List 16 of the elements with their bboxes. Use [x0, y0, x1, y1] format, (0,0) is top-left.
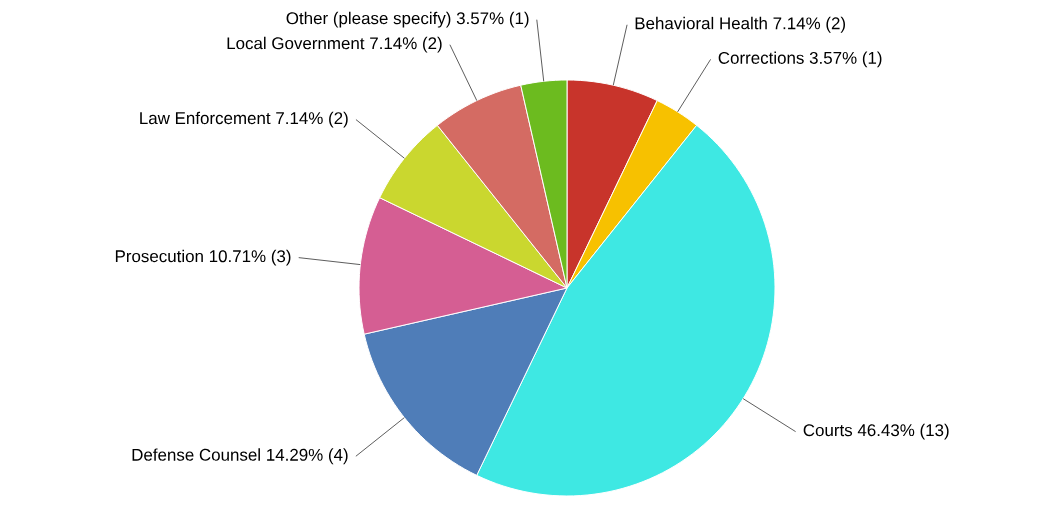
slice-label: Defense Counsel: [132, 448, 260, 461]
data-label: 3.57% (1): [456, 11, 529, 28]
slice-label: Behavioral Health: [635, 16, 767, 30]
data-label: 14.29% (4): [267, 448, 348, 465]
data-label: 7.14% (2): [276, 111, 348, 128]
slice-label: Local Government: [227, 36, 365, 50]
data-label: 7.14% (2): [773, 16, 846, 33]
data-label: 3.57% (1): [809, 51, 882, 68]
slice-label: Courts: [803, 424, 853, 437]
data-label: 10.71% (3): [209, 249, 291, 266]
slice-label: Prosecution: [115, 249, 203, 263]
data-label: 7.14% (2): [370, 36, 442, 53]
data-label: 46.43% (13): [857, 423, 949, 440]
slice-label: Corrections: [718, 51, 804, 64]
slice-label: Law Enforcement: [140, 111, 271, 125]
slice-label: Other (please specify): [286, 11, 451, 28]
